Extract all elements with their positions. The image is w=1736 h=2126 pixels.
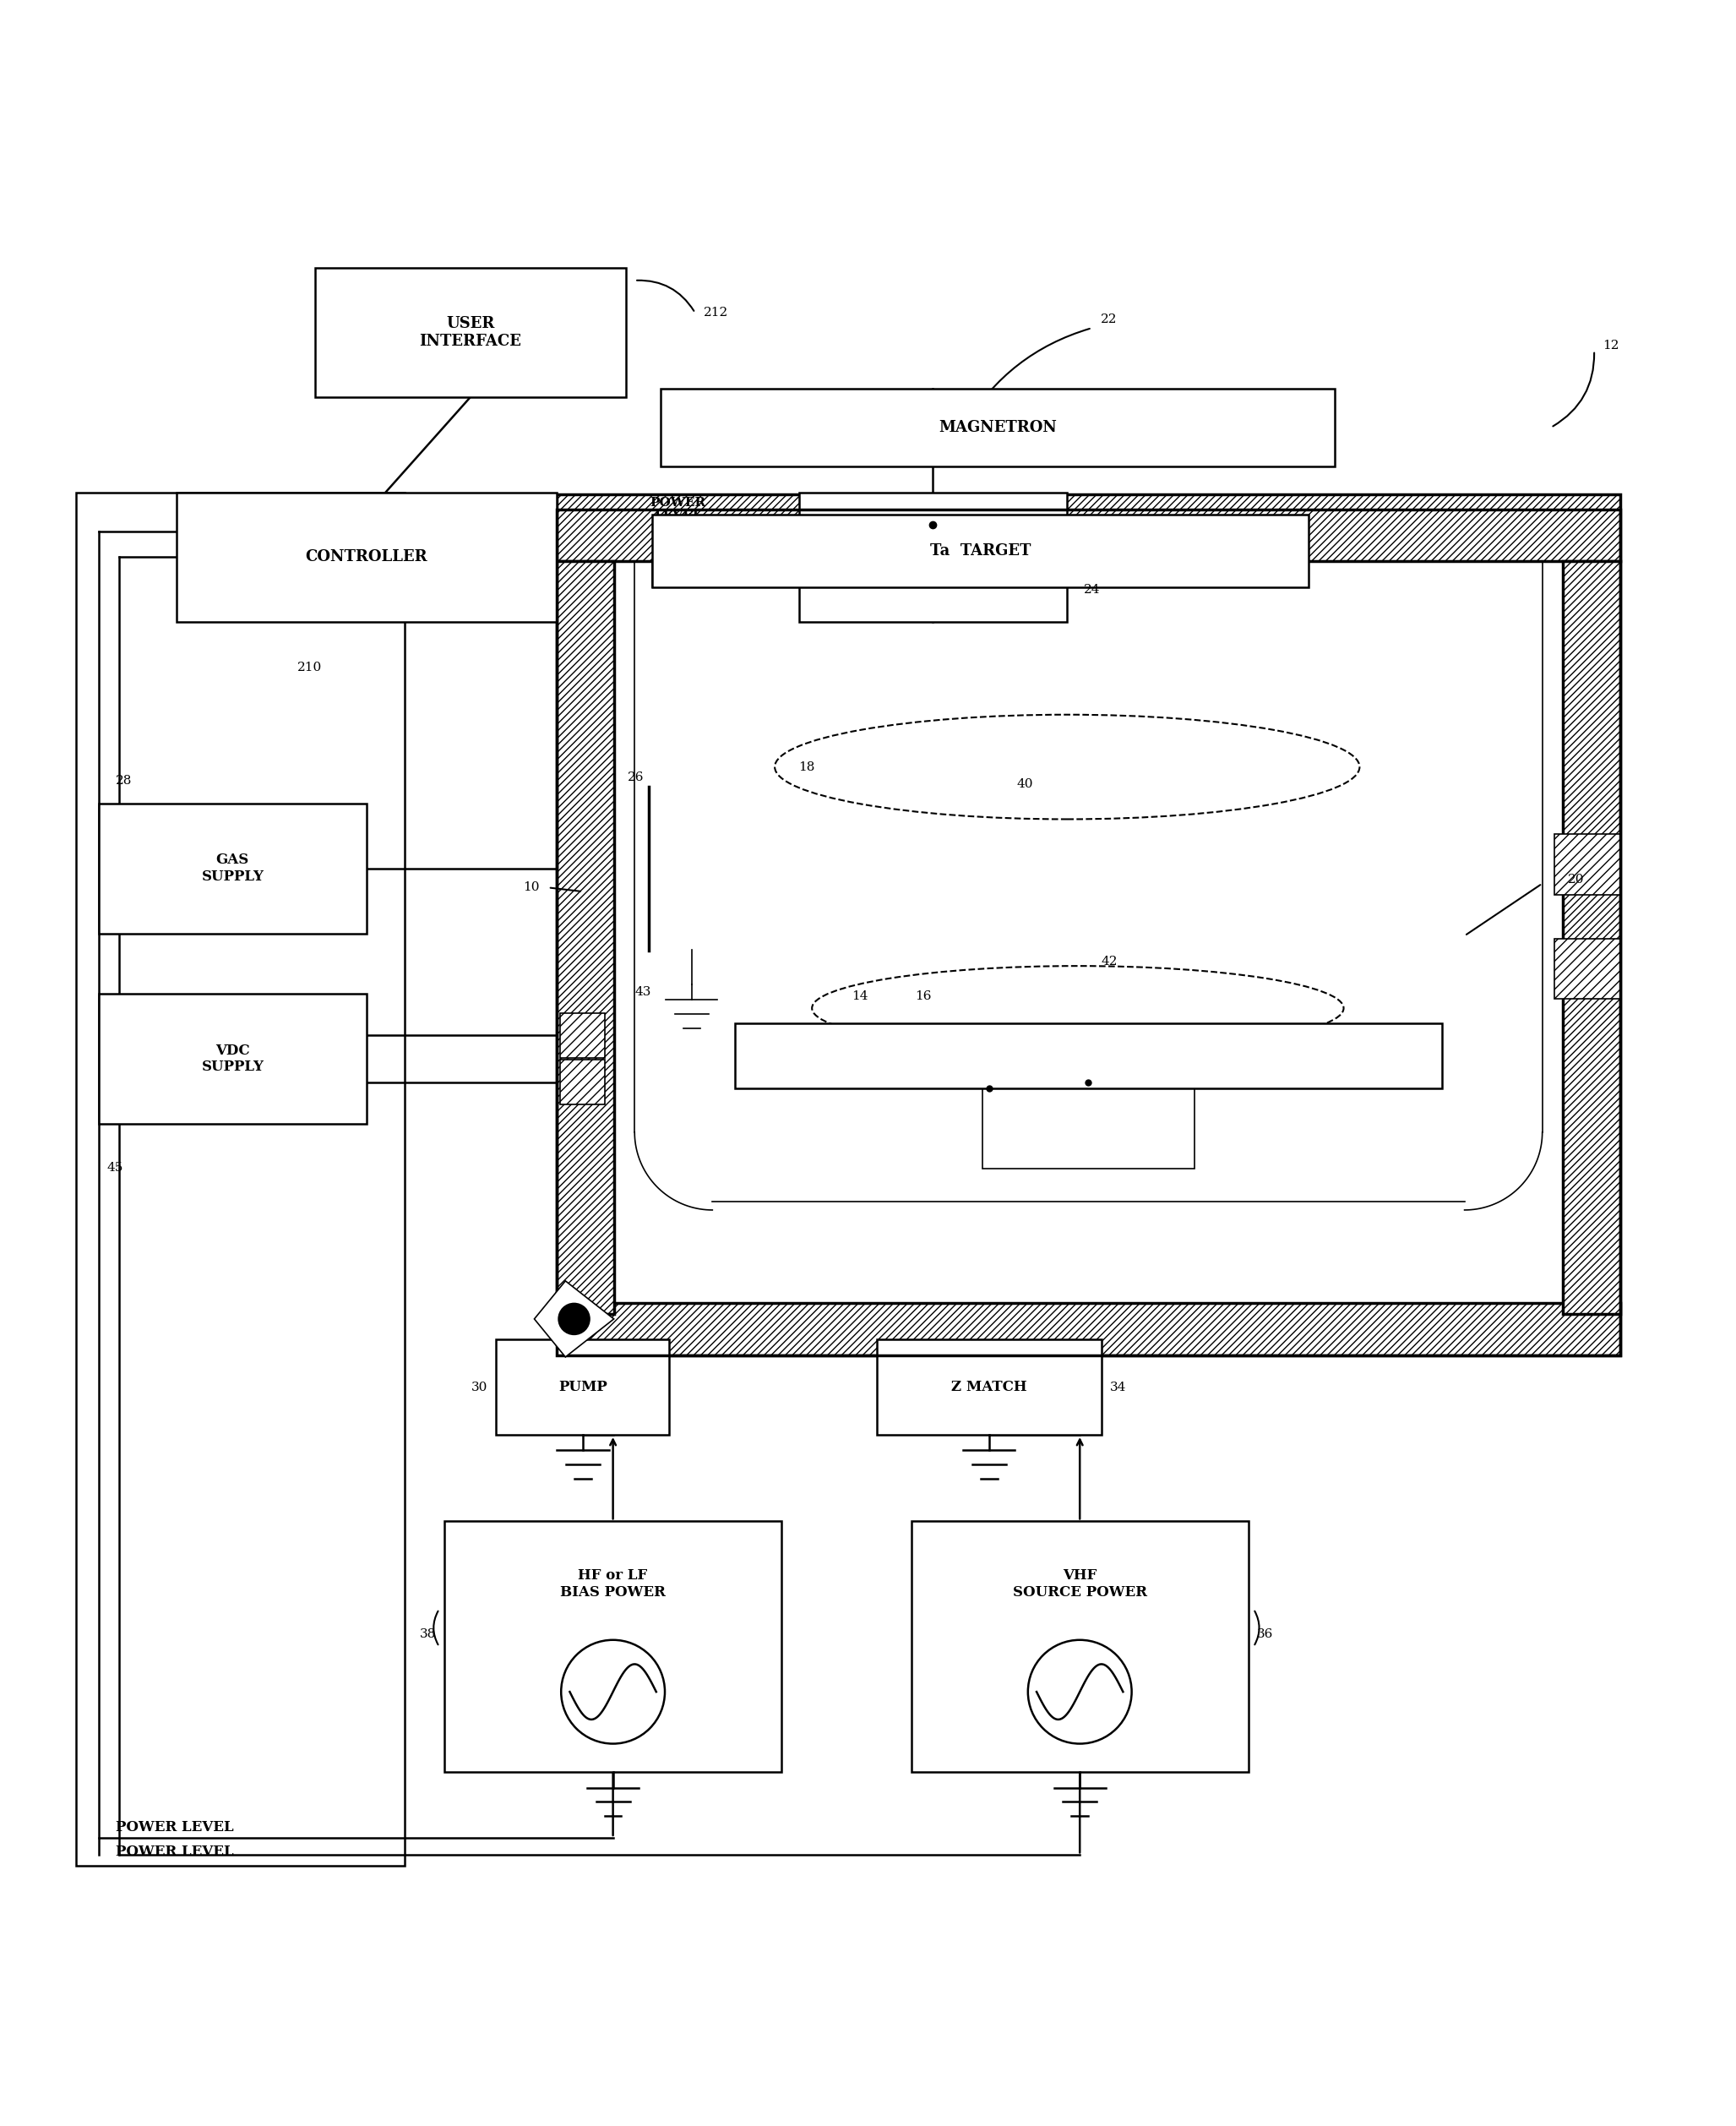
Text: 14: 14 (852, 991, 868, 1001)
Polygon shape (535, 1280, 615, 1356)
Bar (557, 561, 615, 1314)
Text: 24: 24 (1083, 585, 1101, 595)
Text: CONTROLLER: CONTROLLER (306, 549, 427, 566)
Text: POWER LEVEL: POWER LEVEL (116, 1820, 234, 1835)
Bar (314, 268, 627, 398)
Bar (983, 1089, 1194, 1169)
Circle shape (561, 1639, 665, 1743)
Bar (76, 493, 404, 1865)
Bar (496, 1339, 668, 1435)
Text: 45: 45 (108, 1161, 123, 1174)
Bar (1554, 833, 1620, 895)
Bar (653, 561, 1309, 587)
Text: USER
INTERFACE: USER INTERFACE (420, 317, 521, 349)
Bar (557, 510, 1620, 1354)
Bar (1554, 938, 1620, 999)
Text: 18: 18 (799, 761, 814, 774)
Text: 12: 12 (1602, 340, 1620, 351)
Text: POWER
LEVEL: POWER LEVEL (649, 497, 707, 523)
Text: 212: 212 (703, 306, 729, 319)
Text: VHF
SOURCE POWER: VHF SOURCE POWER (1012, 1569, 1147, 1599)
Text: 43: 43 (635, 986, 651, 997)
Bar (99, 804, 366, 933)
Bar (557, 1303, 1620, 1354)
Circle shape (1028, 1639, 1132, 1743)
Bar (653, 514, 1309, 587)
Bar (660, 389, 1335, 466)
Bar (177, 493, 557, 623)
Text: Z MATCH: Z MATCH (951, 1380, 1028, 1395)
Text: 40: 40 (1016, 778, 1033, 791)
Text: 34: 34 (1109, 1382, 1127, 1393)
Bar (799, 493, 1068, 623)
Bar (1562, 561, 1620, 1314)
Bar (561, 1059, 606, 1106)
Bar (557, 493, 1620, 561)
Text: 26: 26 (628, 772, 644, 784)
Text: 10: 10 (523, 882, 540, 893)
Text: HV D.C.
SUPPLY: HV D.C. SUPPLY (899, 540, 967, 574)
Text: 210: 210 (297, 661, 321, 674)
Text: 16: 16 (915, 991, 932, 1001)
Bar (561, 1012, 606, 1059)
Text: HF or LF
BIAS POWER: HF or LF BIAS POWER (561, 1569, 665, 1599)
Text: VDC
SUPPLY: VDC SUPPLY (201, 1044, 264, 1074)
Text: 28: 28 (116, 774, 132, 787)
Bar (877, 1339, 1101, 1435)
Text: PUMP: PUMP (559, 1380, 608, 1395)
Text: 38: 38 (420, 1629, 436, 1639)
Bar (734, 1023, 1443, 1089)
Text: POWER LEVEL: POWER LEVEL (116, 1845, 234, 1858)
Text: 22: 22 (1101, 313, 1116, 325)
Circle shape (559, 1303, 590, 1335)
Bar (911, 1522, 1248, 1773)
Text: GAS
SUPPLY: GAS SUPPLY (201, 853, 264, 884)
Text: 20: 20 (1568, 874, 1585, 884)
Text: 42: 42 (1101, 957, 1118, 967)
Text: Ta  TARGET: Ta TARGET (930, 544, 1031, 559)
Text: 36: 36 (1257, 1629, 1274, 1639)
Bar (444, 1522, 781, 1773)
Bar (99, 993, 366, 1123)
Text: MAGNETRON: MAGNETRON (939, 419, 1057, 436)
Text: 30: 30 (470, 1382, 488, 1393)
